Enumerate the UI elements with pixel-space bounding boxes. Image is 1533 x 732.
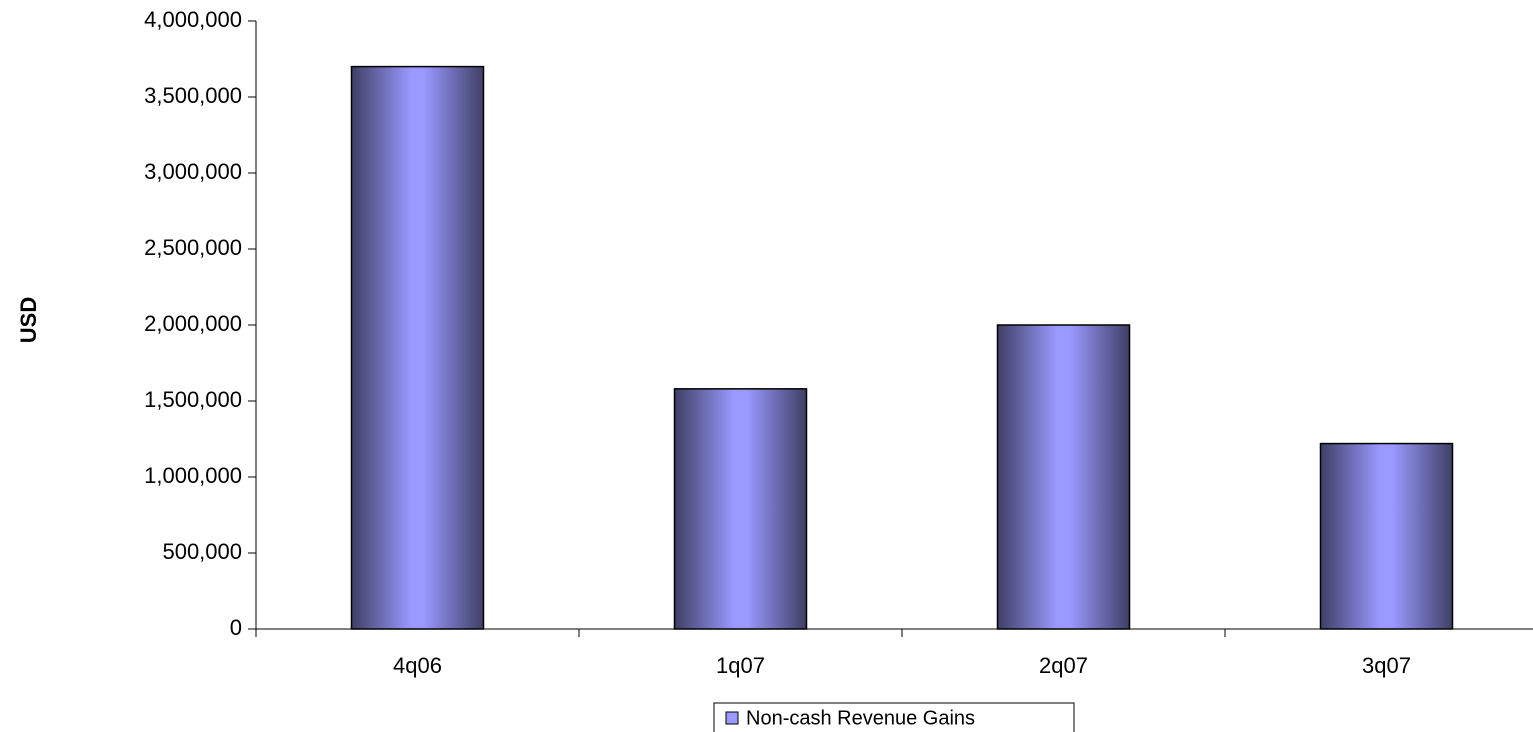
y-axis-label: USD [16,297,41,343]
bar [996,324,1131,630]
bar [673,388,808,630]
legend-swatch [725,711,739,725]
y-tick-label: 3,000,000 [144,159,242,184]
x-tick-label: 2q07 [1039,653,1088,678]
y-tick-label: 3,500,000 [144,83,242,108]
legend-label: Non-cash Revenue Gains [746,707,975,729]
y-tick-label: 1,000,000 [144,463,242,488]
legend: Non-cash Revenue Gains [713,702,1075,732]
y-tick-label: 2,500,000 [144,235,242,260]
x-tick-label: 1q07 [716,653,765,678]
y-tick-label: 0 [230,615,242,640]
y-tick-label: 500,000 [162,539,242,564]
y-tick-label: 2,000,000 [144,311,242,336]
y-tick-label: 1,500,000 [144,387,242,412]
bar [1319,442,1454,630]
legend-box [713,702,1075,732]
x-tick-label: 3q07 [1362,653,1411,678]
x-tick-label: 4q06 [393,653,442,678]
bar [350,65,485,630]
y-tick-label: 4,000,000 [144,7,242,32]
